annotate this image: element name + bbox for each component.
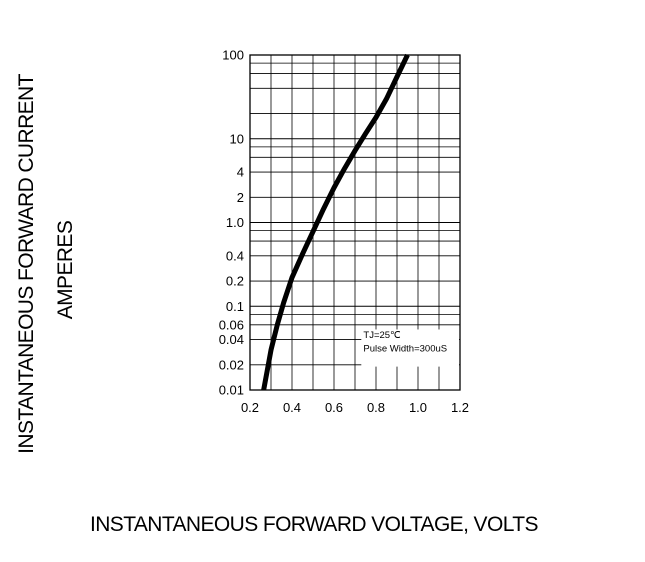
- y-tick-label: 0.04: [219, 332, 244, 347]
- x-tick-labels: 0.2 0.4 0.6 0.8 1.0 1.2: [241, 400, 469, 415]
- horizontal-gridlines: [250, 62, 460, 366]
- y-tick-label: 100: [222, 48, 244, 63]
- y-tick-labels: 0.01 0.02 0.040.06 0.1 0.2 0.4 1.0 2 4 10 100: [219, 48, 244, 398]
- x-tick-label: 0.8: [367, 400, 385, 415]
- x-axis-label: INSTANTANEOUS FORWARD VOLTAGE, VOLTS: [90, 513, 538, 536]
- forward-current-curve: [261, 53, 410, 391]
- y-tick-label: 0.02: [219, 357, 244, 372]
- y-tick-label: 0.4: [226, 248, 244, 263]
- x-tick-label: 1.2: [451, 400, 469, 415]
- plot-frame: [249, 54, 461, 391]
- y-tick-label: 4: [237, 165, 244, 180]
- y-axis-label-line2: AMPERES: [54, 220, 77, 319]
- x-tick-label: 1.0: [409, 400, 427, 415]
- x-tick-label: 0.4: [283, 400, 301, 415]
- annotation-pulse-width: Pulse Width=300uS: [363, 343, 447, 354]
- y-axis-label-line1: INSTANTANEOUS FORWARD CURRENT: [15, 73, 38, 453]
- y-tick-label: 0.1: [226, 299, 244, 314]
- y-tick-label: 10: [230, 131, 244, 146]
- y-tick-label: 2: [237, 190, 244, 205]
- y-tick-label: 0.01: [219, 383, 244, 398]
- annotation-temperature: TJ=25℃: [363, 330, 401, 341]
- x-tick-label: 0.6: [325, 400, 343, 415]
- annotation-box: [361, 329, 459, 367]
- x-tick-label: 0.2: [241, 400, 259, 415]
- y-tick-label: 1.0: [226, 215, 244, 230]
- y-tick-label: 0.06: [219, 317, 244, 332]
- y-tick-label: 0.2: [226, 274, 244, 289]
